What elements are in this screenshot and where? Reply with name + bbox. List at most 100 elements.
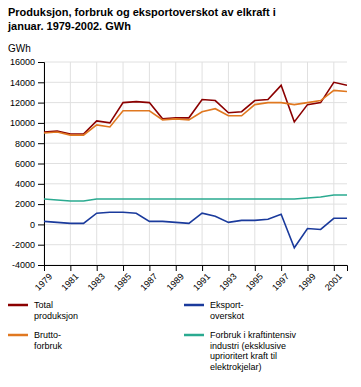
y-tick-mark (38, 123, 44, 124)
y-tick-label: -4000 (12, 260, 35, 270)
y-tick: 2000 (15, 199, 44, 209)
legend-swatch (184, 304, 204, 307)
y-tick: 12000 (10, 98, 44, 108)
x-tick: 1989 (165, 265, 186, 293)
grid-line-x (307, 62, 308, 265)
grid-line-y (44, 183, 347, 184)
x-axis: 19791981 198319851987 198919911993 19951997… (33, 265, 348, 293)
y-tick-label: 8000 (15, 139, 35, 149)
y-tick: 4000 (15, 179, 44, 189)
x-tick: 1991 (191, 265, 212, 293)
x-tick-label: 2001 (323, 271, 344, 292)
y-tick-label: -2000 (12, 240, 35, 250)
y-tick: 14000 (10, 78, 44, 88)
grid-line-x (281, 62, 282, 265)
y-tick-mark (38, 62, 44, 63)
y-tick: 16000 (10, 57, 44, 67)
x-tick-label: 1999 (296, 271, 317, 292)
grid-line-x (254, 62, 255, 265)
legend-swatch (8, 334, 28, 337)
y-tick-mark (38, 103, 44, 104)
y-tick: 6000 (15, 159, 44, 169)
grid-line-x (96, 62, 97, 265)
legend-swatch (8, 304, 28, 307)
y-tick: 0 (30, 220, 44, 230)
grid-line-y (44, 122, 347, 123)
series-line (44, 212, 347, 248)
y-tick: -2000 (12, 240, 44, 250)
y-axis-line (38, 63, 45, 266)
x-tick-mark (307, 265, 308, 271)
x-tick-mark (97, 265, 98, 271)
x-tick-label: 1991 (191, 271, 212, 292)
grid (44, 62, 347, 265)
x-tick: 1993 (217, 265, 238, 293)
legend-item: Totalproduksjon (8, 300, 78, 321)
x-tick: 2001 (323, 265, 344, 293)
grid-line-x (123, 62, 124, 265)
x-tick: 1995 (244, 265, 265, 293)
legend: Totalproduksjon Eksport-overskot Brutto-fo… (8, 300, 297, 372)
grid-line-y (44, 82, 347, 83)
grid-line-y (44, 244, 347, 245)
y-tick-label: 4000 (15, 179, 35, 189)
legend-item: Forbruk i kraftintensivindustri (eksklus… (184, 330, 297, 372)
y-tick: 8000 (15, 139, 44, 149)
y-tick-label: 14000 (10, 78, 35, 88)
y-tick-label: 10000 (10, 118, 35, 128)
grid-line-x (333, 62, 334, 265)
grid-line-x (70, 62, 71, 265)
x-tick-mark (149, 265, 150, 271)
y-axis: -4000 -2000 0 2000 4000 6000 8000 10000 12000 140… (10, 57, 45, 270)
legend-swatch (184, 334, 204, 337)
x-tick: 1979 (33, 265, 54, 293)
grid-line-y (44, 204, 347, 205)
y-tick-label: 12000 (10, 98, 35, 108)
grid-line-y (44, 163, 347, 164)
x-tick: 1985 (112, 265, 133, 293)
x-tick: 1997 (270, 265, 291, 293)
y-tick-label: 16000 (10, 57, 35, 67)
x-tick: 1983 (86, 265, 107, 293)
x-tick-mark (70, 265, 71, 271)
x-tick-label: 1981 (59, 271, 80, 292)
legend-item: Eksport-overskot (184, 300, 245, 321)
title: Produksjon, forbruk og eksportoverskot a… (7, 6, 276, 32)
y-tick-mark (38, 82, 44, 83)
y-tick-mark (38, 224, 44, 225)
lines (44, 82, 347, 247)
grid-line-x (175, 62, 176, 265)
x-tick-mark (228, 265, 229, 271)
x-tick-mark (334, 265, 335, 271)
legend-label: Totalproduksjon (34, 300, 78, 321)
x-tick-mark (123, 265, 124, 271)
y-tick-label: 6000 (15, 159, 35, 169)
y-tick-mark (38, 245, 44, 246)
legend-label: Eksport-overskot (210, 300, 245, 321)
plot-area: 19791981 198319851987 198919911993 19951997… (10, 57, 348, 292)
x-tick-label: 1997 (270, 271, 291, 292)
y-tick-label: 0 (30, 220, 35, 230)
x-tick-mark (281, 265, 282, 271)
x-tick-label: 1993 (217, 271, 238, 292)
y-tick-mark (38, 204, 44, 205)
x-tick-mark (255, 265, 256, 271)
y-tick-mark (38, 184, 44, 185)
x-tick-label: 1983 (86, 271, 107, 292)
grid-line-y (44, 143, 347, 144)
y-tick: -4000 (12, 260, 44, 270)
y-tick: 10000 (10, 118, 44, 128)
grid-line-x (202, 62, 203, 265)
series-line (44, 82, 347, 134)
y-axis-label: GWh (8, 43, 31, 54)
y-tick-mark (38, 164, 44, 165)
x-tick: 1987 (138, 265, 159, 293)
x-tick-label: 1979 (33, 271, 54, 292)
grid-line-y (44, 62, 347, 63)
x-tick-label: 1987 (138, 271, 159, 292)
legend-label: Brutto-forbruk (34, 330, 63, 351)
series-line (44, 195, 347, 201)
chart: Produksjon, forbruk og eksportoverskot a… (0, 0, 361, 387)
y-tick-mark (38, 265, 44, 266)
legend-item: Brutto-forbruk (8, 330, 63, 351)
